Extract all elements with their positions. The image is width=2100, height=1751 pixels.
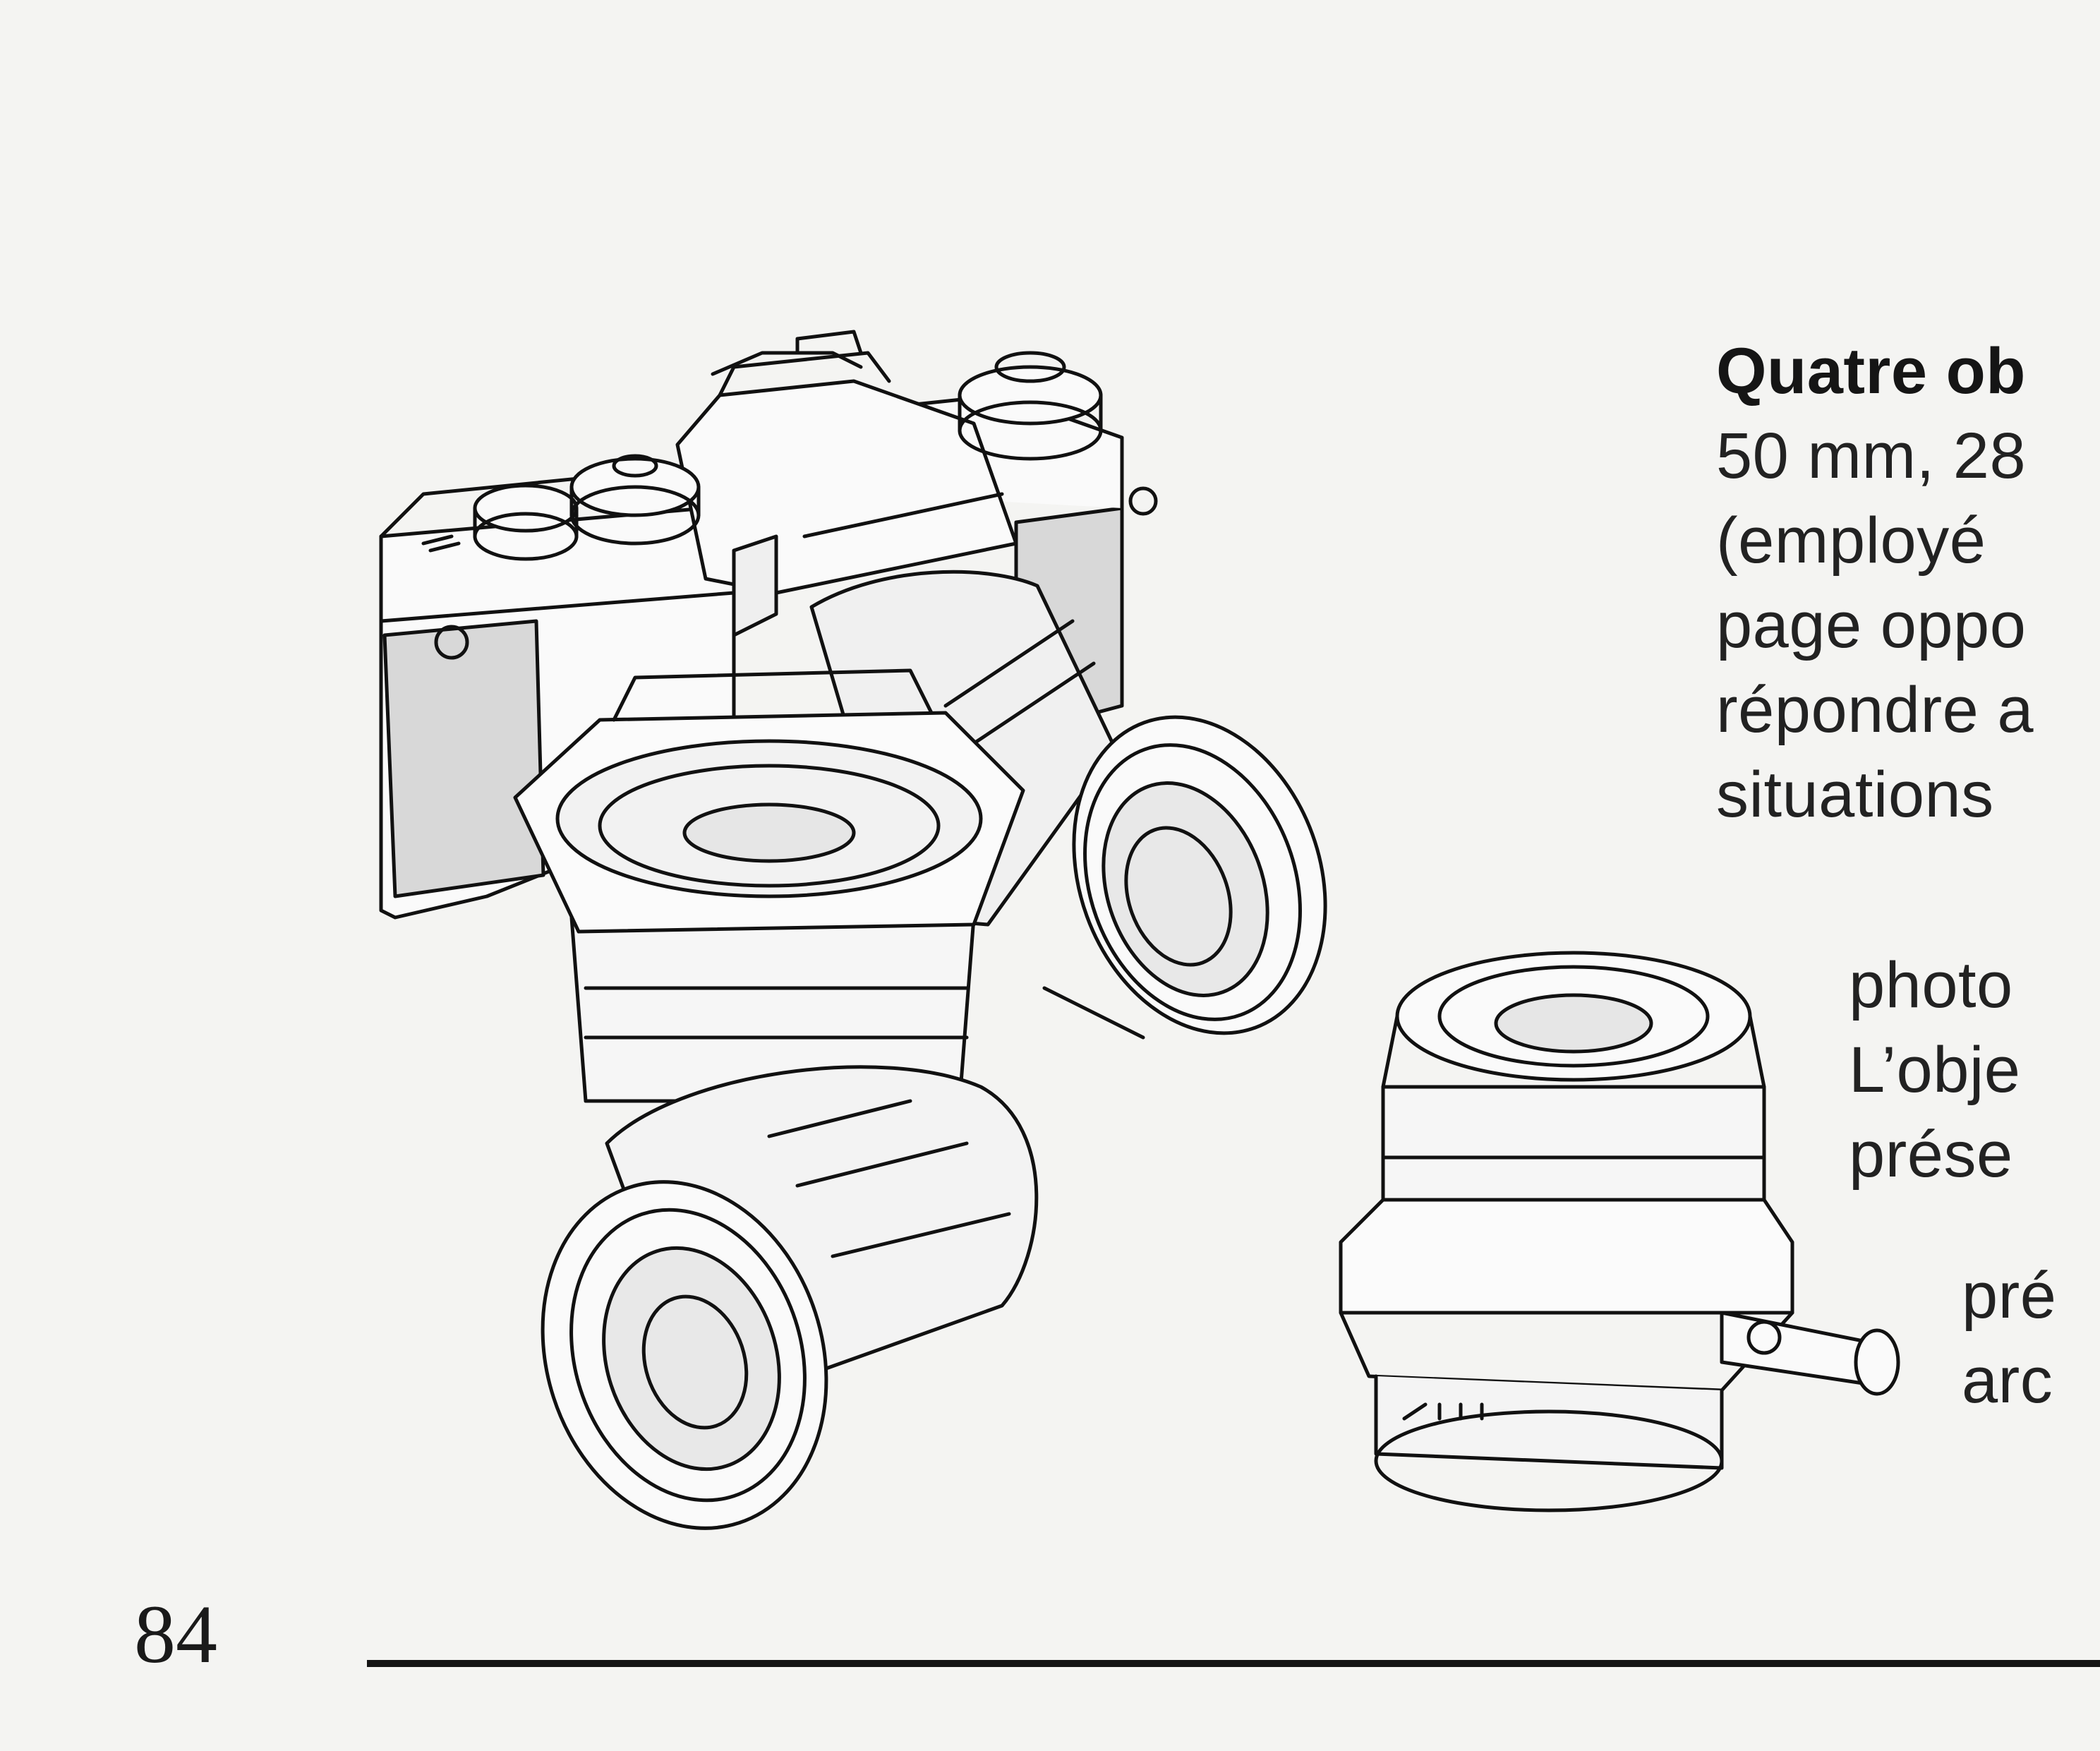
text-line-2: 50 mm, 28 (1716, 420, 2027, 492)
text-line-1: Quatre ob (1716, 335, 2026, 407)
text-line-5: répondre a (1716, 674, 2034, 746)
standard-lens-drawing (499, 1067, 1037, 1565)
text-line-10: pré (1962, 1260, 2057, 1332)
shift-lens-drawing (1341, 953, 1898, 1510)
text-line-9: prése (1849, 1119, 2013, 1191)
horizontal-rule (367, 1660, 2100, 1667)
camera-body-drawing (381, 332, 1156, 917)
text-line-3: (employé (1716, 505, 1986, 577)
page-number: 84 (134, 1588, 217, 1680)
text-line-8: L’obje (1849, 1034, 2021, 1106)
text-line-7: photo (1849, 949, 2013, 1021)
text-line-6: situations (1716, 759, 1994, 831)
wide-angle-lens-drawing (515, 670, 1023, 1101)
text-line-4: page oppo (1716, 589, 2027, 661)
text-line-11: arc (1962, 1344, 2053, 1416)
